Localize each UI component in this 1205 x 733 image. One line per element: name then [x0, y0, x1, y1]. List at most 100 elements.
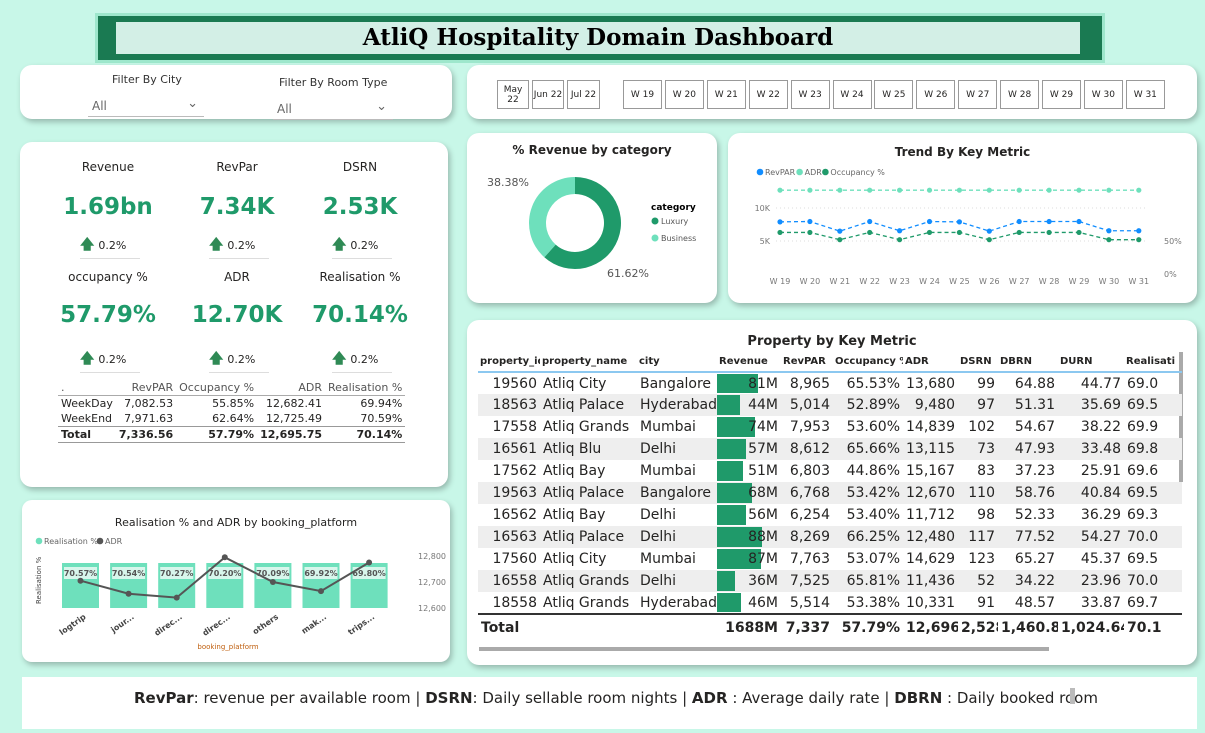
data-point — [269, 579, 276, 585]
city-filter-dropdown[interactable]: All ⌄ — [88, 95, 204, 117]
table-cell: 23.96 — [1058, 570, 1124, 592]
table-row[interactable]: 17560 Atliq City Mumbai 87M 7,763 53.07% 14,62… — [478, 548, 1182, 570]
week-slicer-button[interactable]: W 24 — [832, 80, 872, 109]
column-header[interactable]: property_name — [540, 352, 637, 373]
week-slicer-button[interactable]: W 23 — [790, 80, 830, 109]
week-slicer-button[interactable]: W 29 — [1042, 80, 1081, 109]
revenue-value: 44M — [748, 397, 778, 413]
column-header: . — [61, 381, 65, 394]
week-slicer-button[interactable]: W 31 — [1125, 80, 1165, 109]
data-point — [837, 237, 843, 243]
column-header[interactable]: Realisati — [1124, 352, 1182, 373]
table-cell: 8,965 — [789, 375, 830, 392]
revenue-value: 56M — [748, 507, 778, 523]
data-point — [867, 187, 873, 193]
table-cell: 70.59% — [360, 412, 403, 425]
table-cell: 52.33 — [1014, 507, 1055, 523]
x-tick-label: W 25 — [949, 277, 970, 286]
room-type-filter-dropdown[interactable]: All ⌄ — [273, 98, 393, 120]
table-cell: 53.07% — [846, 551, 900, 567]
table-cell: 15,167 — [906, 463, 955, 479]
x-tick-label: direc... — [201, 612, 232, 638]
data-point — [1106, 187, 1112, 193]
horizontal-scrollbar[interactable] — [479, 647, 1049, 651]
column-header[interactable]: DBRN — [998, 352, 1058, 373]
week-slicer-button[interactable]: W 21 — [706, 80, 746, 109]
total-row: Total 7,336.56 57.79% 12,695.75 70.14% — [58, 426, 406, 443]
y2-tick-label: 12,700 — [418, 578, 446, 587]
table-row: WeekDay 7,082.53 55.85% 12,682.41 69.94% — [58, 396, 405, 412]
week-slicer-button[interactable]: W 30 — [1083, 80, 1123, 109]
data-point — [1016, 187, 1022, 193]
week-slicer-button[interactable]: W 28 — [1000, 80, 1040, 109]
total-cell: 7,336.56 — [118, 428, 174, 441]
data-point — [897, 187, 903, 193]
kpi-label: Revenue — [81, 160, 135, 174]
data-point — [1136, 187, 1142, 193]
column-header[interactable]: RevPAR — [781, 352, 833, 373]
table-cell: 110 — [958, 482, 998, 504]
table-row[interactable]: 17558 Atliq Grands Mumbai 74M 7,953 53.60% 14,… — [478, 416, 1182, 438]
y2-tick-label: 12,600 — [418, 604, 446, 613]
kpi-delta: 🡅 0.2% — [80, 348, 140, 373]
table-row[interactable]: 16558 Atliq Grands Delhi 36M 7,525 65.81% 11,4… — [478, 570, 1182, 592]
month-slicer-button[interactable]: Jul 22 — [567, 80, 600, 109]
table-cell: 33.48 — [1058, 438, 1124, 460]
table-cell: 123 — [968, 551, 995, 567]
x-tick-label: W 20 — [800, 277, 821, 286]
table-cell: 5,514 — [789, 594, 830, 611]
total-cell: 1,024.64 — [1058, 613, 1124, 640]
total-cell: 70.1 — [1124, 613, 1182, 640]
table-row[interactable]: 16563 Atliq Palace Delhi 88M 8,269 66.25% 12,4… — [478, 526, 1182, 548]
table-cell: Atliq City — [543, 551, 607, 567]
kpi-label: ADR — [224, 270, 250, 284]
week-slicer-button[interactable]: W 25 — [874, 80, 914, 109]
column-header[interactable]: DSRN — [958, 352, 998, 373]
x-tick-label: W 27 — [1009, 277, 1030, 286]
kpi-delta: 🡅 0.2% — [209, 234, 269, 259]
table-cell: 5,014 — [781, 394, 833, 416]
revenue-bar — [717, 571, 736, 591]
table-row[interactable]: 16561 Atliq Blu Delhi 57M 8,612 65.66% 13,115 7… — [478, 438, 1182, 460]
kpi-delta-value: 0.2% — [350, 353, 379, 366]
week-slicer-button[interactable]: W 20 — [664, 80, 704, 109]
data-point — [837, 228, 843, 234]
revenue-cell: 51M — [717, 460, 781, 482]
column-header[interactable]: property_id — [478, 352, 540, 373]
column-header[interactable]: city — [637, 352, 717, 373]
kpi-value: 70.14% — [312, 302, 408, 328]
legend-label: RevPAR — [765, 168, 796, 177]
table-row[interactable]: 17562 Atliq Bay Mumbai 51M 6,803 44.86% 15,167… — [478, 460, 1182, 482]
table-row[interactable]: 19563 Atliq Palace Bangalore 68M 6,768 53.42%… — [478, 482, 1182, 504]
column-header[interactable]: Revenue — [717, 352, 781, 373]
column-header[interactable]: Occupancy % — [833, 352, 903, 373]
table-row[interactable]: 16562 Atliq Bay Delhi 56M 6,254 53.40% 11,712 9… — [478, 504, 1182, 526]
table-row[interactable]: 19560 Atliq City Bangalore 81M 8,965 65.53% 13… — [478, 372, 1182, 394]
legend-label: Luxury — [661, 217, 688, 226]
kpi-delta-value: 0.2% — [98, 353, 127, 366]
week-slicer-button[interactable]: W 22 — [748, 80, 788, 109]
table-row[interactable]: 18563 Atliq Palace Hyderabad 44M 5,014 52.89%… — [478, 394, 1182, 416]
revenue-value: 46M — [748, 594, 778, 611]
table-row[interactable]: 18558 Atliq Grands Hyderabad 46M 5,514 53.38%… — [478, 592, 1182, 614]
table-cell: 7,082.53 — [124, 397, 174, 410]
total-cell: 57.79% — [208, 428, 255, 441]
month-slicer-button[interactable]: Jun 22 — [532, 80, 564, 109]
footer-scrollbar[interactable] — [1070, 688, 1075, 704]
table-cell: 25.91 — [1080, 463, 1121, 479]
x-tick-label: trips... — [346, 612, 376, 637]
column-header[interactable]: DURN — [1058, 352, 1124, 373]
glossary-term: DSRN — [425, 689, 473, 707]
x-tick-label: W 24 — [919, 277, 940, 286]
vertical-scrollbar[interactable] — [1179, 352, 1183, 482]
data-point — [867, 218, 873, 225]
week-slicer-button[interactable]: W 26 — [916, 80, 956, 109]
month-slicer-button[interactable]: May 22 — [497, 80, 529, 109]
footer-glossary: RevPar: revenue per available room | DSR… — [22, 677, 1197, 729]
week-slicer-button[interactable]: W 27 — [958, 80, 998, 109]
column-header[interactable]: ADR — [903, 352, 958, 373]
table-cell: 69.5 — [1124, 482, 1182, 504]
week-slicer-button[interactable]: W 19 — [623, 80, 662, 109]
table-cell: 16558 — [478, 570, 540, 592]
legend-label: ADR — [805, 168, 823, 177]
